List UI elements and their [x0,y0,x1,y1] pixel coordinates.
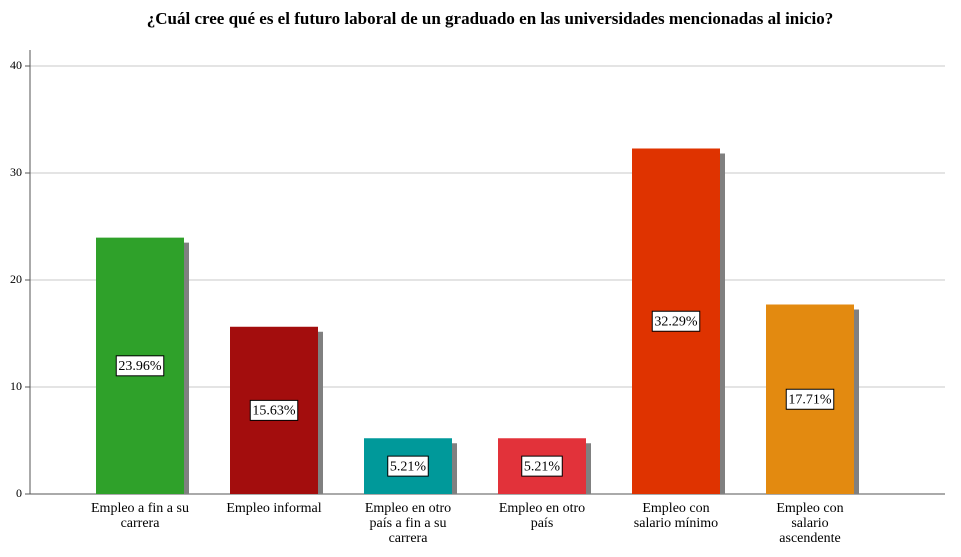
value-label-box [651,310,701,332]
x-tick-label: Empleo informal [226,501,322,516]
value-label-box [785,388,835,410]
x-tick-area: Empleo en otro país [498,501,586,531]
y-tick-label: 0 [16,486,22,500]
x-tick-label: Empleo con salario ascendente [776,501,844,546]
x-tick-area: Empleo con salario ascendente [776,501,844,546]
x-tick-label: Empleo en otro país [498,501,586,531]
y-tick-label: 10 [10,379,22,393]
x-tick-label: Empleo con salario mínimo [633,501,719,531]
value-label: 5.21% [524,459,561,474]
value-label: 5.21% [390,459,427,474]
y-tick-label: 20 [10,272,22,286]
x-tick-label: Empleo a fin a su carrera [91,501,189,531]
value-label: 32.29% [654,314,698,329]
x-tick-area: Empleo con salario mínimo [633,501,719,531]
x-tick-area: Empleo a fin a su carrera [91,501,189,531]
value-label: 17.71% [788,392,832,407]
x-tick-area: Empleo informal [226,501,322,516]
value-label-box [387,455,429,477]
value-label: 23.96% [118,359,162,374]
y-tick-label: 30 [10,165,22,179]
value-label-box [249,399,299,421]
x-tick-area: Empleo en otro país a fin a su carrera [364,501,452,546]
value-label-box [521,455,563,477]
y-tick-label: 40 [10,58,22,72]
chart-title: ¿Cuál cree qué es el futuro laboral de u… [147,9,834,28]
value-label-box [115,355,165,377]
value-label: 15.63% [252,404,296,419]
x-tick-label: Empleo en otro país a fin a su carrera [364,501,452,546]
